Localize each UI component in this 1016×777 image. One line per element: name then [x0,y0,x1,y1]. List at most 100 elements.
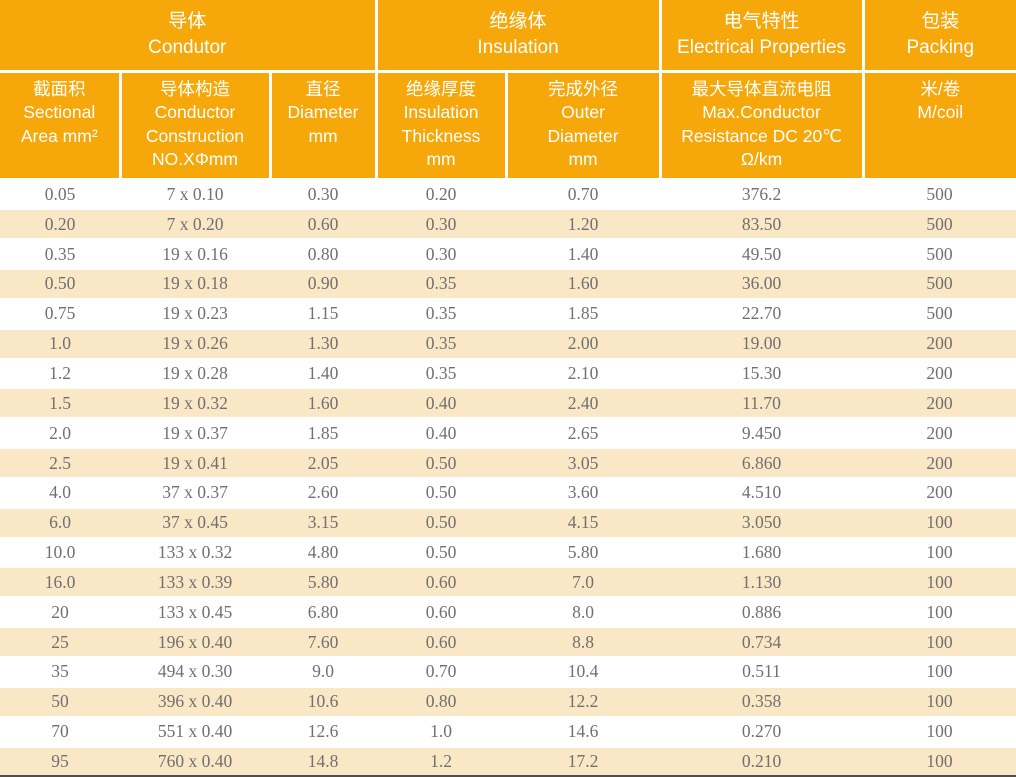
bottom-rule [0,774,1016,777]
column-header-conductor-construction: 导体构造 Conductor Construction NO.XΦmm [118,71,270,181]
cell-sectional-area: 1.5 [0,387,120,420]
cell-packing-m-coil: 100 [863,536,1016,569]
cell-diameter: 1.30 [270,327,377,360]
cell-sectional-area: 70 [0,715,120,748]
cell-packing-m-coil: 100 [863,715,1016,748]
cell-insulation-thickness: 0.30 [376,208,507,241]
cell-outer-diameter: 12.2 [506,685,661,718]
cell-conductor-construction: 196 x 0.40 [120,626,270,658]
cell-conductor-construction: 19 x 0.26 [120,327,270,360]
cell-packing-m-coil: 100 [863,596,1016,629]
cell-packing-m-coil: 200 [863,387,1016,420]
cell-sectional-area: 0.20 [0,208,120,241]
cell-max-dc-resistance: 0.210 [660,745,864,777]
cell-sectional-area: 0.05 [0,178,120,211]
cell-insulation-thickness: 0.35 [376,327,507,360]
cell-packing-m-coil: 500 [863,268,1016,300]
cell-conductor-construction: 551 x 0.40 [120,715,270,748]
group-header-packing: 包装 Packing [861,0,1016,73]
cell-sectional-area: 95 [0,745,120,777]
cell-sectional-area: 6.0 [0,506,120,539]
cell-conductor-construction: 133 x 0.32 [120,536,270,569]
table-row: 16.0 133 x 0.39 5.80 0.60 7.0 1.130 100 [0,566,1016,599]
cell-conductor-construction: 37 x 0.37 [120,476,270,509]
cell-outer-diameter: 14.6 [506,715,661,748]
table-row: 2.5 19 x 0.41 2.05 0.50 3.05 6.860 200 [0,447,1016,479]
cell-diameter: 1.15 [270,297,377,330]
cell-insulation-thickness: 0.70 [376,656,507,688]
cell-sectional-area: 0.35 [0,238,120,271]
column-header-packing-m-coil: 米/卷 M/coil [861,71,1016,181]
cell-insulation-thickness: 0.20 [376,178,507,211]
cell-max-dc-resistance: 0.358 [660,685,864,718]
cell-max-dc-resistance: 0.511 [660,656,864,688]
cell-conductor-construction: 760 x 0.40 [120,745,270,777]
column-header-max-dc-resistance: 最大导体直流电阻 Max.Conductor Resistance DC 20℃… [658,71,864,181]
cell-conductor-construction: 37 x 0.45 [120,506,270,539]
cell-diameter: 0.90 [270,268,377,300]
cell-conductor-construction: 396 x 0.40 [120,685,270,718]
cell-insulation-thickness: 0.40 [376,387,507,420]
cell-sectional-area: 25 [0,626,120,658]
cell-diameter: 7.60 [270,626,377,658]
cell-diameter: 2.05 [270,447,377,479]
cell-conductor-construction: 19 x 0.32 [120,387,270,420]
cell-sectional-area: 0.75 [0,297,120,330]
table-row: 0.05 7 x 0.10 0.30 0.20 0.70 376.2 500 [0,178,1016,211]
cell-insulation-thickness: 0.50 [376,447,507,479]
table-row: 35 494 x 0.30 9.0 0.70 10.4 0.511 100 [0,656,1016,688]
cell-conductor-construction: 19 x 0.16 [120,238,270,271]
cell-insulation-thickness: 0.80 [376,685,507,718]
cell-insulation-thickness: 1.2 [376,745,507,777]
table-row: 0.50 19 x 0.18 0.90 0.35 1.60 36.00 500 [0,268,1016,300]
cell-conductor-construction: 19 x 0.37 [120,417,270,450]
table-row: 0.75 19 x 0.23 1.15 0.35 1.85 22.70 500 [0,297,1016,330]
cell-packing-m-coil: 100 [863,656,1016,688]
cell-sectional-area: 10.0 [0,536,120,569]
cell-conductor-construction: 7 x 0.20 [120,208,270,241]
table-row: 0.20 7 x 0.20 0.60 0.30 1.20 83.50 500 [0,208,1016,241]
cell-outer-diameter: 2.40 [506,387,661,420]
cell-packing-m-coil: 200 [863,476,1016,509]
cell-conductor-construction: 19 x 0.41 [120,447,270,479]
cell-sectional-area: 16.0 [0,566,120,599]
cell-diameter: 0.60 [270,208,377,241]
cell-max-dc-resistance: 22.70 [660,297,864,330]
cell-sectional-area: 2.5 [0,447,120,479]
cell-outer-diameter: 1.40 [506,238,661,271]
cell-packing-m-coil: 500 [863,208,1016,241]
cell-insulation-thickness: 0.50 [376,476,507,509]
cell-conductor-construction: 19 x 0.23 [120,297,270,330]
column-header-row: 截面积 Sectional Area mm² 导体构造 Conductor Con… [0,71,1016,181]
cell-packing-m-coil: 100 [863,745,1016,777]
cell-max-dc-resistance: 19.00 [660,327,864,360]
cell-outer-diameter: 2.65 [506,417,661,450]
table-row: 1.5 19 x 0.32 1.60 0.40 2.40 11.70 200 [0,387,1016,420]
cell-max-dc-resistance: 0.270 [660,715,864,748]
cell-sectional-area: 1.2 [0,357,120,390]
cell-outer-diameter: 10.4 [506,656,661,688]
group-header-insulation: 绝缘体 Insulation [374,0,661,73]
cell-diameter: 1.40 [270,357,377,390]
cell-insulation-thickness: 0.60 [376,566,507,599]
table-row: 25 196 x 0.40 7.60 0.60 8.8 0.734 100 [0,626,1016,658]
cell-insulation-thickness: 0.60 [376,626,507,658]
cell-sectional-area: 50 [0,685,120,718]
cell-sectional-area: 2.0 [0,417,120,450]
cell-insulation-thickness: 0.50 [376,506,507,539]
cell-packing-m-coil: 200 [863,417,1016,450]
cell-max-dc-resistance: 6.860 [660,447,864,479]
cell-max-dc-resistance: 376.2 [660,178,864,211]
cell-diameter: 6.80 [270,596,377,629]
cell-diameter: 0.80 [270,238,377,271]
table-row: 95 760 x 0.40 14.8 1.2 17.2 0.210 100 [0,745,1016,777]
cell-diameter: 0.30 [270,178,377,211]
column-header-insulation-thickness: 绝缘厚度 Insulation Thickness mm [374,71,507,181]
cell-packing-m-coil: 200 [863,327,1016,360]
cell-outer-diameter: 2.00 [506,327,661,360]
cell-diameter: 2.60 [270,476,377,509]
cell-sectional-area: 4.0 [0,476,120,509]
cell-insulation-thickness: 0.35 [376,357,507,390]
cell-conductor-construction: 7 x 0.10 [120,178,270,211]
